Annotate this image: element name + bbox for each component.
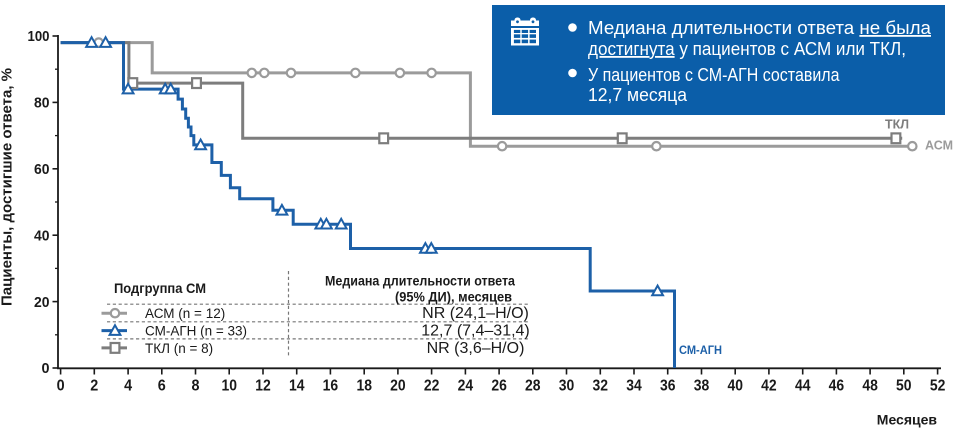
svg-text:СМ-АГН (n = 33): СМ-АГН (n = 33) [145,323,247,338]
svg-text:32: 32 [593,378,609,395]
svg-text:18: 18 [356,378,372,395]
svg-text:44: 44 [795,378,811,395]
svg-text:NR (3,6–Н/О): NR (3,6–Н/О) [427,340,525,357]
svg-text:46: 46 [829,378,845,395]
svg-text:40: 40 [727,378,743,395]
svg-text:достигнута: достигнута [588,39,676,59]
svg-text:0: 0 [57,378,65,395]
svg-text:50: 50 [896,378,912,395]
svg-text:Медиана длительности ответа: Медиана длительности ответа [325,274,515,289]
svg-text:АСМ: АСМ [925,139,953,153]
svg-text:12,7 (7,4–31,4): 12,7 (7,4–31,4) [421,322,530,339]
svg-text:22: 22 [424,378,440,395]
svg-text:28: 28 [525,378,541,395]
svg-text:52: 52 [930,378,946,395]
svg-text:6: 6 [158,378,166,395]
svg-text:не была: не была [859,18,932,38]
svg-text:у пациентов с АСМ или ТКЛ,: у пациентов с АСМ или ТКЛ, [679,39,906,59]
svg-text:60: 60 [34,161,50,178]
svg-text:48: 48 [862,378,878,395]
svg-text:10: 10 [221,378,237,395]
svg-text:2: 2 [90,378,98,395]
svg-text:4: 4 [124,378,132,395]
svg-text:20: 20 [390,378,406,395]
svg-text:0: 0 [42,360,50,377]
svg-text:42: 42 [761,378,777,395]
svg-text:38: 38 [694,378,710,395]
svg-text:У пациентов с СМ-АГН составила: У пациентов с СМ-АГН составила [588,65,840,85]
svg-text:СМ-АГН: СМ-АГН [679,343,722,357]
svg-text:100: 100 [28,28,50,45]
svg-text:12,7 месяца: 12,7 месяца [588,85,688,105]
svg-text:Пациенты, достигшие ответа, %: Пациенты, достигшие ответа, % [0,68,16,306]
svg-text:26: 26 [491,378,507,395]
svg-text:40: 40 [34,227,50,244]
svg-text:Медиана длительности ответа: Медиана длительности ответа [588,18,855,38]
svg-text:(95% ДИ), месяцев: (95% ДИ), месяцев [395,290,512,305]
svg-text:ТКЛ (n = 8): ТКЛ (n = 8) [145,341,213,356]
svg-text:30: 30 [559,378,575,395]
svg-text:ТКЛ: ТКЛ [885,118,909,132]
svg-text:8: 8 [192,378,200,395]
svg-text:Подгруппа СМ: Подгруппа СМ [114,280,206,296]
svg-text:20: 20 [34,294,50,311]
svg-text:12: 12 [255,378,271,395]
svg-text:36: 36 [660,378,676,395]
svg-text:NR (24,1–Н/О): NR (24,1–Н/О) [422,305,529,322]
svg-text:14: 14 [289,378,305,395]
svg-text:24: 24 [458,378,474,395]
svg-text:16: 16 [323,378,339,395]
svg-text:Месяцев: Месяцев [877,412,938,428]
svg-text:34: 34 [626,378,642,395]
svg-text:АСМ (n = 12): АСМ (n = 12) [145,306,225,321]
svg-text:80: 80 [34,95,50,112]
